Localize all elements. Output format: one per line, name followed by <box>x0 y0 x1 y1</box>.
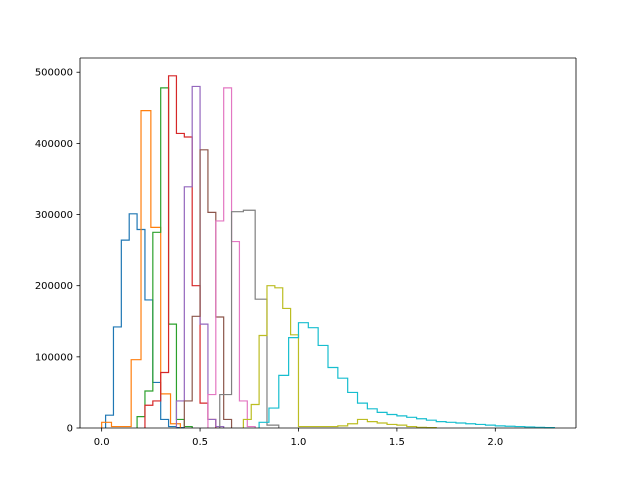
x-tick-label: 0.0 <box>94 437 110 448</box>
histogram-series-8 <box>219 209 280 428</box>
y-tick-label: 400000 <box>35 139 73 150</box>
histogram-series-7 <box>207 87 256 428</box>
x-tick-label: 2.0 <box>487 437 503 448</box>
plot-area <box>80 58 576 428</box>
axes-frame <box>79 57 577 429</box>
ticks-layer: 0.0 0.5 1.0 1.5 2.0 0 100000 200000 300000 400000… <box>35 68 503 448</box>
histogram-series-2 <box>101 110 181 428</box>
y-tick-label: 300000 <box>35 210 73 221</box>
y-tick-label: 500000 <box>35 68 73 79</box>
x-tick-label: 1.0 <box>291 437 307 448</box>
histogram-series-9 <box>242 285 437 429</box>
y-tick-label: 0 <box>67 424 73 435</box>
histogram-series-1 <box>104 213 185 429</box>
x-tick-label: 0.5 <box>192 437 208 448</box>
x-tick-label: 1.5 <box>389 437 405 448</box>
y-tick-label: 100000 <box>35 352 73 363</box>
y-tick-label: 200000 <box>35 281 73 292</box>
series-layer <box>101 75 555 429</box>
histogram-series-6 <box>183 149 233 428</box>
histogram-series-10 <box>258 322 555 429</box>
histogram-series-4 <box>144 75 217 428</box>
